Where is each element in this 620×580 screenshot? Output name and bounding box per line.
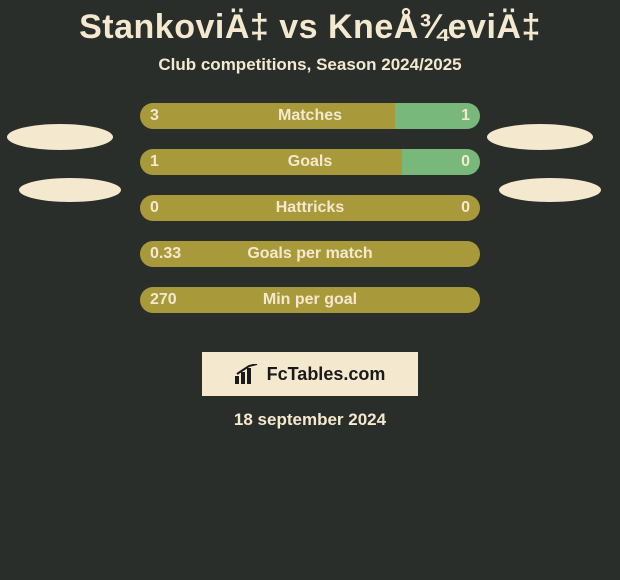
source-badge: FcTables.com <box>202 352 418 396</box>
stat-label: Goals per match <box>0 241 620 267</box>
stat-label: Min per goal <box>0 287 620 313</box>
date-label: 18 september 2024 <box>0 410 620 430</box>
stat-label: Matches <box>0 103 620 129</box>
stat-row: 270Min per goal <box>0 287 620 313</box>
stat-label: Goals <box>0 149 620 175</box>
badge-text: FcTables.com <box>267 364 386 385</box>
stat-row: 0.33Goals per match <box>0 241 620 267</box>
stat-row: 31Matches <box>0 103 620 129</box>
stat-row: 10Goals <box>0 149 620 175</box>
stat-label: Hattricks <box>0 195 620 221</box>
page-subtitle: Club competitions, Season 2024/2025 <box>0 55 620 75</box>
stat-row: 00Hattricks <box>0 195 620 221</box>
chart-icon <box>235 364 261 384</box>
page-title: StankoviÄ‡ vs KneÅ¾eviÄ‡ <box>0 0 620 47</box>
